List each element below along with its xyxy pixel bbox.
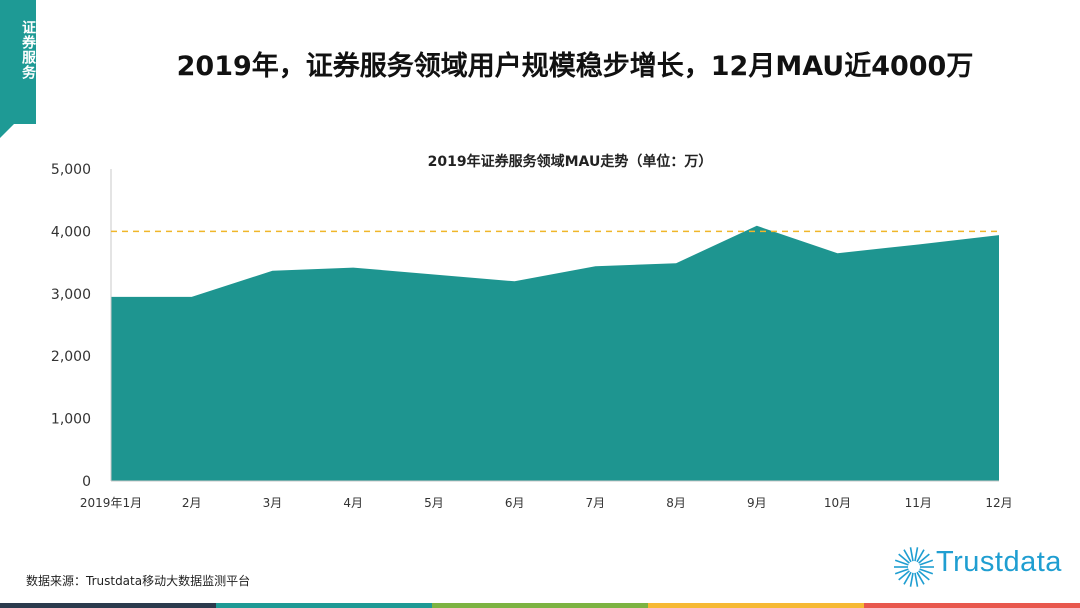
y-tick-label: 1,000 [51,412,91,428]
x-tick-label: 9月 [747,496,767,510]
section-tag-label: 证券服务 [20,20,36,80]
section-tag-notch [0,124,14,138]
footer-color-bar [0,603,1080,608]
x-tick-label: 5月 [424,496,444,510]
y-tick-label: 4,000 [51,224,91,240]
x-tick-label: 3月 [263,496,283,510]
x-tick-label: 6月 [505,496,525,510]
x-tick-label: 8月 [666,496,686,510]
x-tick-label: 2月 [182,496,202,510]
footer-color-segment [648,603,864,608]
sunburst-icon [894,547,934,587]
trustdata-logo: Trustdata [892,538,1072,596]
brand-name: Trustdata [936,546,1062,578]
y-tick-label: 0 [82,474,91,490]
footer-color-segment [432,603,648,608]
mau-area-chart: 2019年证券服务领域MAU走势（单位：万） 0 1,000 2,000 3,000 4… [51,153,1013,510]
x-tick-label: 4月 [343,496,363,510]
y-tick-label: 2,000 [51,349,91,365]
y-tick-label: 3,000 [51,287,91,303]
section-tag: 证券服务 [0,0,36,138]
x-tick-label: 11月 [905,496,932,510]
chart-title: 2019年证券服务领域MAU走势（单位：万） [428,153,713,170]
x-tick-label: 12月 [985,496,1012,510]
footer-color-segment [216,603,432,608]
page-title: 2019年，证券服务领域用户规模稳步增长，12月MAU近4000万 [176,51,974,82]
x-tick-label: 2019年1月 [80,496,142,510]
y-tick-label: 5,000 [51,162,91,178]
x-tick-label: 10月 [824,496,851,510]
footer-color-segment [864,603,1080,608]
mau-area-series [111,225,999,481]
x-tick-label: 7月 [586,496,606,510]
data-source-note: 数据来源：Trustdata移动大数据监测平台 [26,574,251,588]
footer-color-segment [0,603,216,608]
